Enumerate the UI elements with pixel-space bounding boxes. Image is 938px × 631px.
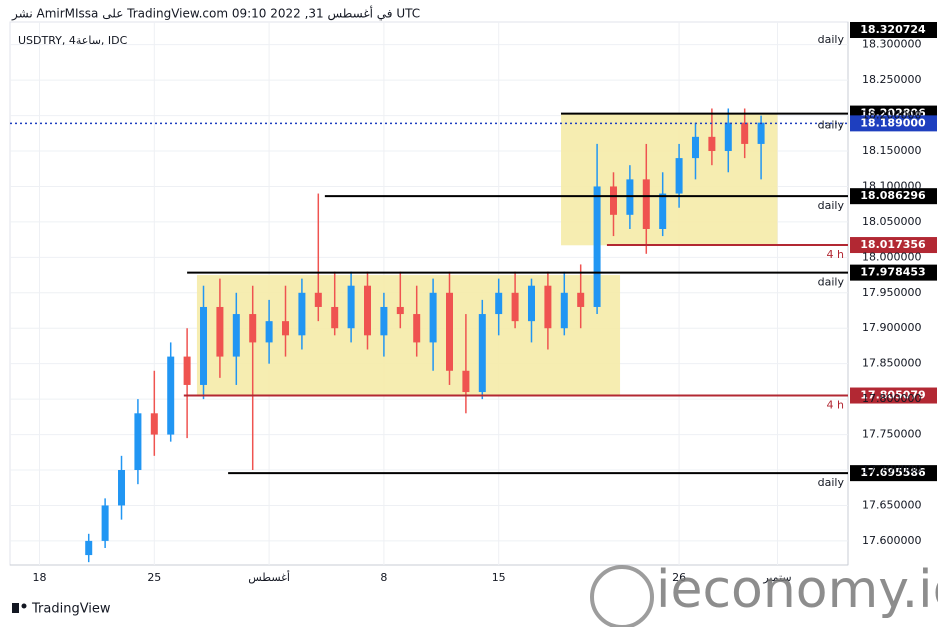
y-tick-label: 17.650000 (862, 498, 922, 511)
x-tick-label: أغسطس (248, 570, 290, 584)
footer-logo (12, 603, 19, 613)
footer-logo (21, 603, 27, 609)
candle-body (642, 179, 650, 229)
candle-body (675, 158, 683, 194)
y-tick-label: 18.050000 (862, 215, 922, 228)
candle-body (298, 292, 306, 336)
candle-body (85, 540, 93, 556)
price-label: 18.017356 (860, 238, 926, 251)
level-tag: daily (818, 199, 845, 212)
watermark-logo (590, 565, 654, 629)
candle-body (216, 306, 224, 357)
zone (196, 275, 621, 396)
price-label-box (850, 21, 937, 38)
footer-brand: TradingView (31, 602, 111, 617)
y-tick-label: 18.150000 (862, 144, 922, 157)
price-label: 18.189000 (860, 116, 926, 129)
price-label-box (850, 115, 937, 132)
candle-body (724, 122, 732, 152)
x-tick-label: 8 (380, 571, 387, 584)
price-label-box (850, 237, 937, 254)
candle-body (413, 314, 421, 343)
price-label-box (850, 465, 937, 482)
candle-body (527, 285, 535, 322)
header: نشر AmirMIssa على TradingView.com 09:10 … (11, 6, 420, 22)
candle-body (150, 413, 158, 435)
y-tick-label: 17.900000 (862, 321, 922, 334)
y-tick-label: 18.000000 (862, 250, 922, 263)
candle-body (691, 136, 699, 159)
candle-body (282, 321, 290, 336)
candle-body (331, 306, 339, 329)
candle-body (232, 314, 240, 357)
y-tick-label: 17.850000 (862, 357, 922, 370)
y-tick-label: 17.950000 (862, 286, 922, 299)
x-tick-label: 25 (147, 571, 161, 584)
price-label-box (850, 264, 937, 281)
candle-body (511, 292, 519, 322)
price-label-box (850, 387, 937, 404)
level-tag: daily (818, 33, 845, 46)
y-tick-label: 18.200000 (862, 109, 922, 122)
level-tag: daily (818, 276, 845, 289)
level-tag: 4 h (827, 248, 844, 261)
y-tick-label: 17.700000 (862, 463, 922, 476)
y-tick-label: 18.300000 (862, 38, 922, 51)
candle-body (708, 136, 716, 152)
candle-body (577, 292, 585, 307)
x-tick-label: ستمبر (762, 571, 791, 584)
candle-body (314, 292, 322, 307)
candle-body (265, 321, 273, 343)
candle-body (593, 186, 601, 307)
price-label: 17.695586 (860, 466, 926, 479)
candle-body (134, 413, 142, 471)
price-label: 18.086296 (860, 189, 926, 202)
watermark: ieconomy.io (656, 560, 938, 620)
x-tick-label: 18 (33, 571, 47, 584)
candle-body (495, 292, 503, 315)
candle-body (659, 193, 667, 229)
candle-body (560, 292, 568, 329)
candle-body (478, 314, 486, 393)
y-tick-label: 17.600000 (862, 534, 922, 547)
candle-body (429, 292, 437, 343)
price-label: 17.805079 (860, 389, 925, 402)
candle-body (462, 370, 470, 393)
candle-body (167, 356, 175, 435)
candle-body (101, 505, 109, 541)
candle-body (249, 314, 257, 343)
candle-body (609, 186, 617, 215)
level-tag: 4 h (827, 399, 844, 412)
candle-body (118, 470, 126, 506)
candle-body (364, 285, 372, 336)
candle-body (741, 122, 749, 144)
candle-body (396, 306, 404, 315)
price-label-box (850, 188, 937, 205)
x-tick-label: 15 (492, 571, 506, 584)
level-tag: daily (818, 476, 845, 489)
price-label: 18.320724 (860, 23, 926, 36)
y-tick-label: 17.750000 (862, 428, 922, 441)
level-tag: daily (818, 118, 845, 131)
candle-body (183, 356, 191, 385)
candle-body (445, 292, 453, 371)
candle-body (347, 285, 355, 329)
candle-body (757, 122, 765, 144)
candle-body (544, 285, 552, 329)
y-tick-label: 18.100000 (862, 179, 922, 192)
symbol-label: USDTRY, 4ساعة, IDC (18, 34, 128, 47)
x-tick-label: 26 (672, 571, 686, 584)
candle-body (380, 306, 388, 336)
y-tick-label: 18.250000 (862, 73, 922, 86)
price-label: 17.978453 (860, 266, 925, 279)
candle-body (200, 306, 208, 385)
y-tick-label: 17.800000 (862, 392, 922, 405)
